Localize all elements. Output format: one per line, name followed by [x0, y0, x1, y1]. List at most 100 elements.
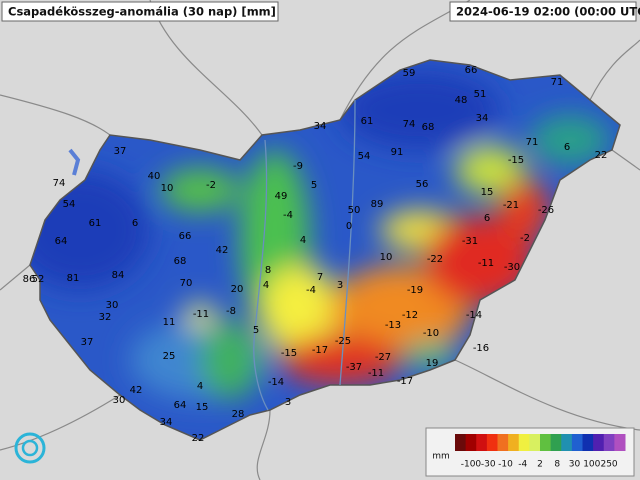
- value-label: 7: [317, 272, 323, 283]
- value-label: -31: [462, 236, 478, 247]
- value-label: -22: [427, 254, 443, 265]
- value-label: 15: [196, 402, 209, 413]
- value-label: -14: [268, 377, 284, 388]
- legend-swatch: [550, 434, 562, 451]
- value-label: 48: [455, 95, 468, 106]
- legend-swatch: [614, 434, 626, 451]
- value-label: 10: [161, 183, 174, 194]
- value-label: 50: [348, 205, 361, 216]
- value-label: 34: [476, 113, 489, 124]
- value-label: 15: [481, 187, 494, 198]
- value-label: 10: [380, 252, 393, 263]
- legend: -100 -30 -10 -4 2 8 30 100 250: [455, 434, 626, 470]
- value-label: 25: [163, 351, 176, 362]
- value-label: -10: [423, 328, 439, 339]
- value-label: 51: [474, 89, 487, 100]
- value-label: 4: [263, 280, 269, 291]
- legend-swatch: [582, 434, 594, 451]
- value-label: 71: [526, 137, 539, 148]
- value-label: 4: [197, 381, 203, 392]
- value-label: 19: [426, 358, 439, 369]
- legend-swatch: [529, 434, 541, 451]
- value-label: -11: [368, 368, 384, 379]
- legend-swatch: [508, 434, 520, 451]
- value-label: -17: [397, 376, 413, 387]
- value-label: -26: [538, 205, 554, 216]
- value-label: 34: [314, 121, 327, 132]
- value-label: 30: [113, 395, 126, 406]
- value-label: -30: [504, 262, 520, 273]
- value-label: -2: [520, 233, 530, 244]
- value-label: 6: [132, 218, 138, 229]
- value-label: 91: [391, 147, 404, 158]
- value-label: 30: [106, 300, 119, 311]
- value-label: -13: [385, 320, 401, 331]
- value-label: 56: [416, 179, 429, 190]
- value-label: 68: [174, 256, 187, 267]
- value-label: -37: [346, 362, 362, 373]
- value-label: 70: [180, 278, 193, 289]
- value-label: 3: [337, 280, 343, 291]
- legend-swatch: [561, 434, 573, 451]
- value-label: -27: [375, 352, 391, 363]
- value-label: 20: [231, 284, 244, 295]
- value-label: 22: [192, 433, 205, 444]
- value-label: -4: [306, 285, 316, 296]
- value-label: 37: [81, 337, 94, 348]
- value-label: -11: [478, 258, 494, 269]
- legend-swatch: [518, 434, 530, 451]
- value-label: 74: [53, 178, 66, 189]
- value-label: 49: [275, 191, 288, 202]
- legend-tick-label: 100: [583, 460, 600, 470]
- legend-tick-label: -30: [481, 460, 496, 470]
- value-label: 6: [564, 142, 570, 153]
- value-label: 66: [465, 65, 478, 76]
- value-label: 5: [253, 325, 259, 336]
- value-label: 34: [160, 417, 173, 428]
- value-label: 68: [422, 122, 435, 133]
- legend-tick-label: -100: [461, 460, 482, 470]
- value-label: -25: [335, 336, 351, 347]
- legend-tick-label: 30: [569, 460, 581, 470]
- value-label: 11: [163, 317, 176, 328]
- value-label: 81: [67, 273, 80, 284]
- legend-swatch: [476, 434, 488, 451]
- value-label: -8: [226, 306, 236, 317]
- value-label: -21: [503, 200, 519, 211]
- value-label: 54: [63, 199, 76, 210]
- value-label: -19: [407, 285, 423, 296]
- legend-tick-label: 8: [554, 460, 560, 470]
- logo: [14, 432, 46, 464]
- title: Csapadékösszeg-anomália (30 nap) [mm]: [8, 5, 276, 19]
- value-label: 84: [112, 270, 125, 281]
- legend-swatch: [497, 434, 509, 451]
- value-label: 5: [311, 180, 317, 191]
- value-label: 64: [55, 236, 68, 247]
- value-label: 40: [148, 171, 161, 182]
- legend-tick-label: -4: [518, 460, 527, 470]
- value-label: 32: [99, 312, 112, 323]
- value-label: 28: [232, 409, 245, 420]
- value-label: 37: [114, 146, 127, 157]
- value-label: -15: [508, 155, 524, 166]
- value-label: 0: [346, 221, 352, 232]
- legend-swatch: [593, 434, 605, 451]
- value-label: 8: [265, 265, 271, 276]
- value-label: -12: [402, 310, 418, 321]
- value-label: -14: [466, 310, 482, 321]
- legend-swatch: [571, 434, 583, 451]
- value-label: 61: [89, 218, 102, 229]
- value-label: -11: [193, 309, 209, 320]
- value-label: 66: [179, 231, 192, 242]
- value-label: 22: [595, 150, 608, 161]
- river: [253, 139, 269, 411]
- title-box: [1, 1, 279, 22]
- lake: [68, 148, 81, 176]
- value-label: -15: [281, 348, 297, 359]
- legend-unit: mm: [432, 452, 450, 462]
- value-label: 61: [361, 116, 374, 127]
